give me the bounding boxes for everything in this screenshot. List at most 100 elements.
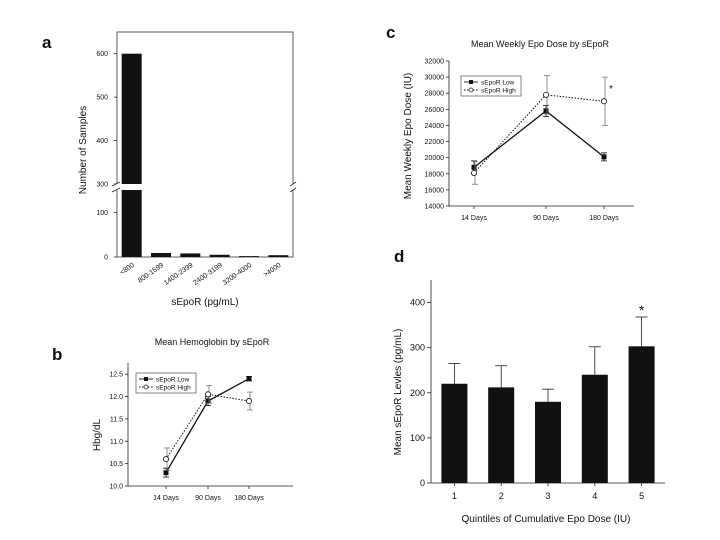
panel-a-break-mark-1 xyxy=(111,181,121,187)
panel-c-ytick-label: 26000 xyxy=(425,107,445,114)
panel-b-series-1-point xyxy=(162,456,169,463)
panel-d-bar-2 xyxy=(535,401,561,483)
panel-a-xtick-label: 3200-4000 xyxy=(222,262,254,287)
panel-d-ytick-label: 400 xyxy=(410,298,425,308)
panel-c-legend-box xyxy=(460,75,522,97)
panel-c-legend-label-0: sEpoR Low xyxy=(481,79,515,86)
panel-a-bar-2 xyxy=(180,253,201,257)
panel-d-ytick-label: 0 xyxy=(420,478,425,488)
panel-b-legend-label-1: sEpoR High xyxy=(156,384,191,391)
panel-d-bar-0 xyxy=(441,383,468,483)
panel-c-ytick-label: 24000 xyxy=(425,123,445,130)
panel-b-title: Mean Hemoglobin by sEpoR xyxy=(155,337,270,347)
panel-a-axis-break-right xyxy=(289,184,297,190)
panel-d-xtick-label: 1 xyxy=(452,491,457,501)
panel-d-xtick-label: 4 xyxy=(592,491,597,501)
panel-d-letter: d xyxy=(394,247,404,266)
panel-c-legend-label-1: sEpoR High xyxy=(481,87,516,94)
panel-a-xtick-label: 1400-2399 xyxy=(163,262,195,287)
panel-b-xtick-label: 180 Days xyxy=(234,495,264,502)
panel-a-letter: a xyxy=(42,33,52,52)
panel-c-ylabel: Mean Weekly Epo Dose (IU) xyxy=(403,73,414,200)
panel-b-series-1-line xyxy=(165,393,250,460)
panel-b-ytick-label: 11.5 xyxy=(110,416,123,423)
panel-b-xtick-label: 90 Days xyxy=(195,495,221,502)
panel-d-xtick-label: 3 xyxy=(545,491,550,501)
panel-c-title: Mean Weekly Epo Dose by sEpoR xyxy=(471,39,609,49)
panel-c-series-1-point xyxy=(601,98,608,105)
panel-b-letter: b xyxy=(52,345,62,364)
panel-a-ytick-upper-label: 600 xyxy=(96,51,108,58)
panel-b-series-0-point xyxy=(205,398,211,404)
panel-a-bar-0 xyxy=(121,53,142,257)
panel-c-legend-marker-1 xyxy=(468,87,474,93)
panel-b-legend-marker-1 xyxy=(143,384,149,390)
panel-a-bar-3 xyxy=(209,254,230,257)
panel-b-ylabel: Hbg/dL xyxy=(92,418,103,451)
panel-c-xtick-label: 14 Days xyxy=(461,215,487,222)
panel-c-ytick-label: 32000 xyxy=(425,59,445,66)
panel-c-ytick-label: 16000 xyxy=(425,187,445,194)
panel-c-series-0-point xyxy=(471,164,477,170)
panel-b-ytick-label: 10.0 xyxy=(109,484,123,491)
panel-a-break-mark-3 xyxy=(289,181,297,187)
panel-b-ytick-label: 12.0 xyxy=(109,394,123,401)
panel-a-break-mark-2 xyxy=(111,187,121,193)
panel-d-ytick-label: 300 xyxy=(410,343,425,353)
panel-a-axis-break-left xyxy=(113,184,121,190)
panel-b-ytick-label: 11.0 xyxy=(110,439,123,446)
panel-b-ytick-label: 12.5 xyxy=(109,372,123,379)
panel-a-xtick-label: 2400-3199 xyxy=(192,262,224,287)
panel-a-frame xyxy=(116,31,294,258)
panel-a-ytick-upper-label: 500 xyxy=(96,95,108,102)
panel-a-xtick-label: <800 xyxy=(119,262,136,277)
panel-d-ytick-label: 200 xyxy=(410,388,425,398)
panel-c-series-0-line xyxy=(473,110,605,168)
panel-c-ytick-label: 22000 xyxy=(425,139,445,146)
panel-a-xtick-label: 800-1599 xyxy=(137,262,165,285)
panel-c-series-0-point xyxy=(601,154,607,160)
panel-c-series-1-line xyxy=(473,94,605,174)
panel-d-xlabel: Quintiles of Cumulative Epo Dose (IU) xyxy=(462,514,631,525)
panel-a-bar-break-gap xyxy=(120,184,143,190)
panel-c-xtick-label: 90 Days xyxy=(533,215,559,222)
panel-d-xtick-label: 2 xyxy=(499,491,504,501)
panel-c-ytick-label: 14000 xyxy=(425,204,445,211)
panel-b-series-1-point xyxy=(204,391,211,398)
panel-c-ytick-label: 30000 xyxy=(425,75,445,82)
panel-b-series-1-point xyxy=(245,398,252,405)
panel-a-ytick-upper-label: 400 xyxy=(96,138,108,145)
panel-d-ylabel: Mean sEpoR Levles (pg/mL) xyxy=(393,329,404,456)
panel-d-bar-4 xyxy=(628,346,655,483)
panel-c-ytick-label: 28000 xyxy=(425,91,445,98)
panel-a-bar-5 xyxy=(268,255,289,257)
panel-b-legend-box xyxy=(135,372,197,394)
panel-b-xtick-label: 14 Days xyxy=(153,495,179,502)
panel-c-xtick-label: 180 Days xyxy=(589,215,619,222)
panel-a-xtick-label: >4000 xyxy=(262,262,282,279)
panel-c-series-1-point xyxy=(470,169,477,176)
panel-c-series-0-point xyxy=(543,108,549,114)
panel-d-bar-1 xyxy=(488,387,515,483)
panel-b-ytick-label: 10.5 xyxy=(109,461,123,468)
panel-c-letter: c xyxy=(386,23,395,42)
panel-c-legend-marker-0 xyxy=(469,80,473,84)
panel-a-bar-4 xyxy=(239,256,259,257)
panel-c-series-1-point xyxy=(543,91,550,98)
panel-a-bar-1 xyxy=(151,252,171,257)
panel-a-ytick-upper-label: 300 xyxy=(96,182,108,189)
panel-a-xlabel: sEpoR (pg/mL) xyxy=(171,297,238,308)
panel-b-legend-label-0: sEpoR Low xyxy=(156,376,190,383)
panel-d-ytick-label: 100 xyxy=(410,433,425,443)
panel-b-series-0-point xyxy=(163,470,169,476)
panel-c-ytick-label: 18000 xyxy=(425,171,445,178)
panel-b-legend-marker-0 xyxy=(144,377,148,381)
panel-a-ytick-lower-label: 100 xyxy=(96,210,108,217)
panel-d-bar-3 xyxy=(581,374,608,483)
panel-a-break-mark-4 xyxy=(289,187,297,193)
panel-c-ytick-label: 20000 xyxy=(425,155,445,162)
panel-d-annotation-0: * xyxy=(639,302,645,318)
panel-c-annotation-0: * xyxy=(609,84,613,95)
panel-d-xtick-label: 5 xyxy=(639,491,644,501)
